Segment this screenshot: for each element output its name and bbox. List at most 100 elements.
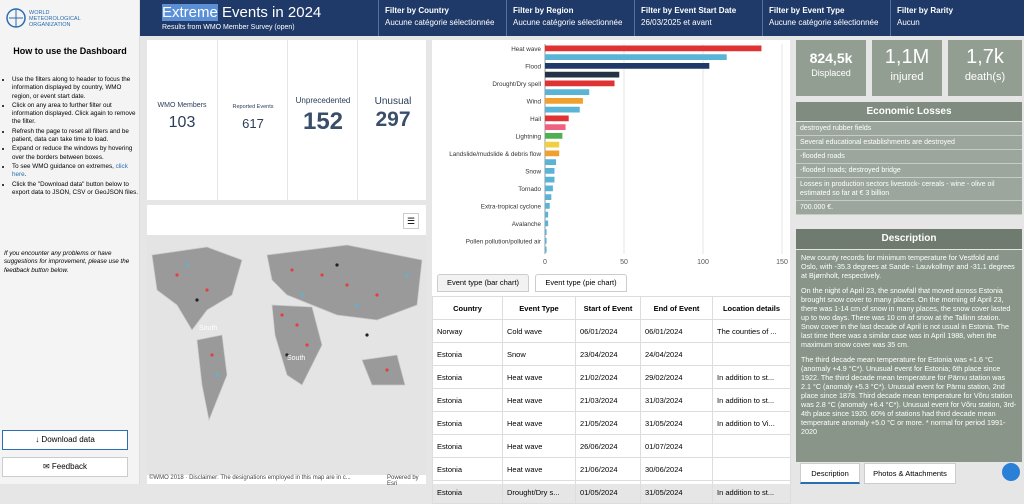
header-row: Country Event Type Start of Event End of Ev… bbox=[432, 296, 791, 320]
bar bbox=[545, 54, 727, 60]
impact-label: death(s) bbox=[964, 71, 1006, 83]
y-tick-label: Hail bbox=[530, 116, 541, 123]
instruction-text: Click on any area to further filter out … bbox=[12, 101, 136, 126]
cell: Estonia bbox=[432, 457, 503, 481]
cell: Estonia bbox=[432, 342, 503, 366]
bar bbox=[545, 98, 583, 104]
cell: In addition to st... bbox=[712, 365, 791, 389]
sidebar-heading: How to use the Dashboard bbox=[13, 46, 127, 56]
cell: Norway bbox=[432, 319, 503, 343]
instruction: Expand or reduce the windows by hovering… bbox=[12, 145, 138, 162]
filter[interactable]: Filter by Country Aucune catégorie sélect… bbox=[378, 0, 506, 36]
instruction-text: . bbox=[24, 171, 27, 179]
bar bbox=[545, 194, 552, 200]
map[interactable]: South South bbox=[147, 235, 426, 475]
table-row[interactable]: Estonia Heat wave 21/03/2024 31/03/2024 In a… bbox=[432, 388, 791, 412]
event-dots-dark bbox=[195, 263, 369, 357]
cell: 21/02/2024 bbox=[575, 365, 641, 389]
filter[interactable]: Filter by Event Start Date 26/03/2025 et … bbox=[634, 0, 762, 36]
bar bbox=[545, 238, 547, 244]
cell: 26/06/2024 bbox=[575, 434, 641, 458]
cell: Heat wave bbox=[502, 365, 576, 389]
cell bbox=[712, 342, 791, 366]
column-header: Start of Event bbox=[575, 296, 641, 320]
stat-label: Unprecedented bbox=[295, 96, 351, 105]
cell: 21/05/2024 bbox=[575, 411, 641, 435]
cell: 31/03/2024 bbox=[640, 388, 713, 412]
map-label: South bbox=[199, 325, 217, 332]
filter[interactable]: Filter by Region Aucune catégorie sélecti… bbox=[506, 0, 634, 36]
table-row[interactable]: Estonia Heat wave 21/06/2024 30/06/2024 bbox=[432, 457, 791, 481]
feedback-button[interactable]: ✉ Feedback bbox=[2, 457, 128, 477]
bar bbox=[545, 185, 553, 192]
description-tab[interactable]: Photos & Attachments bbox=[864, 463, 956, 484]
y-tick-label: Extra-tropical cyclone bbox=[481, 203, 542, 210]
filter-value: Aucun bbox=[897, 18, 920, 27]
stat-value: 617 bbox=[242, 116, 264, 131]
cell: 31/05/2024 bbox=[640, 411, 713, 435]
bar bbox=[545, 168, 555, 174]
table-row[interactable]: Estonia Snow 23/04/2024 24/04/2024 bbox=[432, 342, 791, 366]
right-panel: Economic Losses destroyed rubber fields S… bbox=[796, 40, 1024, 484]
instruction-text: To see WMO guidance on extremes, bbox=[12, 162, 114, 170]
stat-label: Reported Events bbox=[232, 104, 274, 110]
y-tick-label: Flood bbox=[525, 63, 541, 70]
tab[interactable]: Event type (pie chart) bbox=[535, 274, 627, 292]
y-tick-label: Lightning bbox=[515, 133, 541, 140]
bar bbox=[545, 211, 549, 218]
map-powered: Powered by Esri bbox=[387, 475, 419, 487]
loss-item: -flooded roads bbox=[796, 150, 1022, 164]
cell: Estonia bbox=[432, 411, 503, 435]
column-header: Country bbox=[432, 296, 503, 320]
table-row[interactable]: Estonia Heat wave 26/06/2024 01/07/2024 bbox=[432, 434, 791, 458]
link[interactable]: click here bbox=[12, 162, 128, 179]
stat: WMO Members 103 bbox=[147, 40, 217, 200]
cell: Estonia bbox=[432, 365, 503, 389]
instruction: Refresh the page to reset all filters an… bbox=[12, 128, 138, 145]
cell: In addition to Vi... bbox=[712, 411, 791, 435]
cell: 06/01/2024 bbox=[575, 319, 641, 343]
tab[interactable]: Event type (bar chart) bbox=[437, 274, 529, 292]
loss-item: Several educational establishments are d… bbox=[796, 136, 1022, 150]
filter-value: Aucune catégorie sélectionnée bbox=[769, 18, 879, 27]
filter-value: Aucune catégorie sélectionnée bbox=[513, 18, 623, 27]
bar bbox=[545, 229, 547, 235]
cell: Heat wave bbox=[502, 411, 576, 435]
filter-value: Aucune catégorie sélectionnée bbox=[385, 18, 495, 27]
stats-panel: WMO Members 103 Reported Events 617 Unpreced… bbox=[147, 40, 426, 200]
cell: In addition to st... bbox=[712, 388, 791, 412]
title: Extreme Events in 2024 bbox=[162, 4, 321, 21]
bar bbox=[545, 203, 550, 209]
column-header: Event Type bbox=[502, 296, 576, 320]
instruction: Click on any area to further filter out … bbox=[12, 102, 138, 127]
instruction: Click the "Download data" button below t… bbox=[12, 181, 138, 198]
stat-value: 297 bbox=[375, 108, 411, 131]
download-button[interactable]: ↓ Download data bbox=[2, 430, 128, 450]
filter[interactable]: Filter by Event Type Aucune catégorie sél… bbox=[762, 0, 890, 36]
bar bbox=[545, 133, 563, 139]
table-row[interactable]: Estonia Heat wave 21/05/2024 31/05/2024 In a… bbox=[432, 411, 791, 435]
note: If you encounter any problems or have su… bbox=[4, 250, 130, 274]
bar bbox=[545, 220, 549, 227]
cell: The counties of ... bbox=[712, 319, 791, 343]
filter-label: Filter by Event Start Date bbox=[641, 6, 737, 15]
y-tick-label: Wind bbox=[527, 98, 542, 105]
refresh-button[interactable] bbox=[1002, 463, 1020, 481]
table-row[interactable]: Norway Cold wave 06/01/2024 06/01/2024 The c… bbox=[432, 319, 791, 343]
table-row[interactable]: Estonia Heat wave 21/02/2024 29/02/2024 In a… bbox=[432, 365, 791, 389]
instruction-text: Refresh the page to reset all filters an… bbox=[12, 127, 129, 144]
legend-button[interactable]: ☰ bbox=[403, 213, 419, 229]
description-tab[interactable]: Description bbox=[800, 463, 860, 484]
cell: 06/01/2024 bbox=[640, 319, 713, 343]
column-header: End of Event bbox=[640, 296, 713, 320]
bar bbox=[545, 89, 590, 95]
stat-label: Unusual bbox=[374, 96, 412, 107]
filter[interactable]: Filter by Rarity Aucun bbox=[890, 0, 1018, 36]
bar bbox=[545, 150, 560, 157]
cell bbox=[712, 457, 791, 481]
bar-chart: 0 50 100 150 Heat wave Flood Drought/Dry spell… bbox=[449, 44, 788, 266]
cell: 21/03/2024 bbox=[575, 388, 641, 412]
paragraph: The third decade mean temperature for Es… bbox=[801, 355, 1017, 436]
filter-value: 26/03/2025 et avant bbox=[641, 18, 712, 27]
losses-list: destroyed rubber fields Several education… bbox=[796, 122, 1022, 215]
